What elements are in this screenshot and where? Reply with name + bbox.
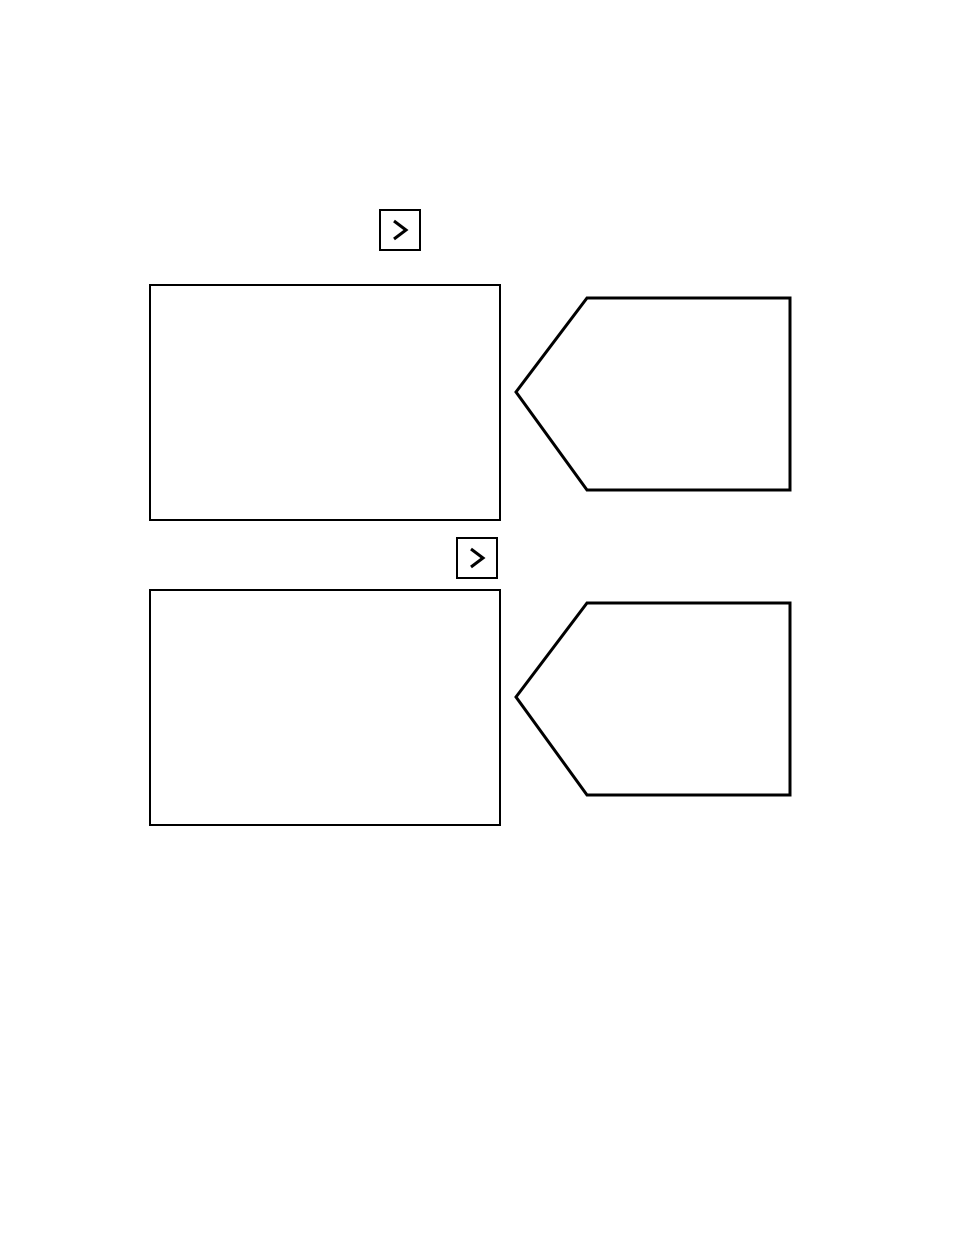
chevron-mid (471, 549, 483, 567)
rect-top (150, 285, 500, 520)
rect-bottom (150, 590, 500, 825)
small-box-mid (457, 538, 497, 578)
pentagon-bottom (516, 603, 790, 795)
small-box-top (380, 210, 420, 250)
pentagon-top (516, 298, 790, 490)
diagram-canvas (0, 0, 954, 1235)
chevron-top (394, 221, 406, 239)
